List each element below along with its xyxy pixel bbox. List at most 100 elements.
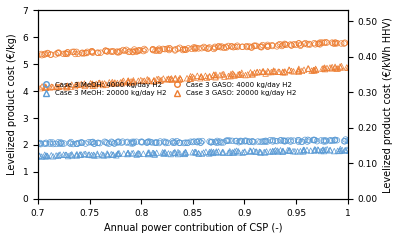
Case 3 GASO: 20000 kg/day H2: (0.907, 4.63): 20000 kg/day H2: (0.907, 4.63) <box>249 72 255 76</box>
Case 3 GASO: 20000 kg/day H2: (0.712, 4.14): 20000 kg/day H2: (0.712, 4.14) <box>47 85 53 89</box>
Case 3 MeOH: 20000 kg/day H2: (0.843, 1.72): 20000 kg/day H2: (0.843, 1.72) <box>182 150 188 154</box>
Case 3 MeOH: 20000 kg/day H2: (0.873, 1.76): 20000 kg/day H2: (0.873, 1.76) <box>213 150 220 153</box>
Case 3 MeOH: 20000 kg/day H2: (0.905, 1.79): 20000 kg/day H2: (0.905, 1.79) <box>247 149 253 153</box>
Case 3 GASO: 20000 kg/day H2: (0.803, 4.39): 20000 kg/day H2: (0.803, 4.39) <box>141 79 148 83</box>
Case 3 GASO: 20000 kg/day H2: (0.978, 4.88): 20000 kg/day H2: (0.978, 4.88) <box>322 66 328 70</box>
Case 3 MeOH: 4000 kg/day H2: (0.908, 2.13): 4000 kg/day H2: (0.908, 2.13) <box>249 139 256 143</box>
Case 3 GASO: 4000 kg/day H2: (0.933, 5.72): 4000 kg/day H2: (0.933, 5.72) <box>275 43 282 47</box>
Case 3 MeOH: 20000 kg/day H2: (0.713, 1.62): 20000 kg/day H2: (0.713, 1.62) <box>48 153 54 157</box>
Case 3 MeOH: 20000 kg/day H2: (0.773, 1.64): 20000 kg/day H2: (0.773, 1.64) <box>110 153 116 157</box>
Case 3 MeOH: 4000 kg/day H2: (0.766, 2.1): 4000 kg/day H2: (0.766, 2.1) <box>103 140 109 144</box>
Case 3 MeOH: 20000 kg/day H2: (0.943, 1.79): 20000 kg/day H2: (0.943, 1.79) <box>286 149 292 152</box>
Case 3 GASO: 4000 kg/day H2: (0.784, 5.5): 4000 kg/day H2: (0.784, 5.5) <box>122 49 128 53</box>
Case 3 MeOH: 20000 kg/day H2: (0.792, 1.7): 20000 kg/day H2: (0.792, 1.7) <box>130 151 136 155</box>
Case 3 GASO: 4000 kg/day H2: (0.792, 5.45): 4000 kg/day H2: (0.792, 5.45) <box>130 50 136 54</box>
Case 3 MeOH: 4000 kg/day H2: (0.72, 2.1): 4000 kg/day H2: (0.72, 2.1) <box>55 140 62 144</box>
Case 3 MeOH: 4000 kg/day H2: (0.743, 2.08): 4000 kg/day H2: (0.743, 2.08) <box>79 141 86 145</box>
Case 3 MeOH: 20000 kg/day H2: (0.836, 1.66): 20000 kg/day H2: (0.836, 1.66) <box>175 152 181 156</box>
Case 3 GASO: 20000 kg/day H2: (0.733, 4.24): 20000 kg/day H2: (0.733, 4.24) <box>68 83 75 87</box>
Case 3 MeOH: 20000 kg/day H2: (0.998, 1.8): 20000 kg/day H2: (0.998, 1.8) <box>342 149 349 152</box>
Case 3 GASO: 4000 kg/day H2: (0.989, 5.8): 4000 kg/day H2: (0.989, 5.8) <box>332 41 339 45</box>
Case 3 MeOH: 4000 kg/day H2: (0.843, 2.09): 4000 kg/day H2: (0.843, 2.09) <box>182 141 189 144</box>
Case 3 GASO: 20000 kg/day H2: (0.756, 4.27): 20000 kg/day H2: (0.756, 4.27) <box>93 82 99 86</box>
Case 3 GASO: 20000 kg/day H2: (0.721, 4.16): 20000 kg/day H2: (0.721, 4.16) <box>56 85 62 89</box>
Case 3 GASO: 20000 kg/day H2: (0.864, 4.5): 20000 kg/day H2: (0.864, 4.5) <box>204 76 210 79</box>
Case 3 MeOH: 4000 kg/day H2: (0.74, 2.08): 4000 kg/day H2: (0.74, 2.08) <box>76 141 82 145</box>
Case 3 MeOH: 4000 kg/day H2: (0.721, 2.04): 4000 kg/day H2: (0.721, 2.04) <box>56 142 63 146</box>
Case 3 MeOH: 20000 kg/day H2: (0.942, 1.81): 20000 kg/day H2: (0.942, 1.81) <box>285 148 291 152</box>
Case 3 MeOH: 4000 kg/day H2: (0.7, 2.08): 4000 kg/day H2: (0.7, 2.08) <box>34 141 41 145</box>
Case 3 MeOH: 20000 kg/day H2: (0.776, 1.62): 20000 kg/day H2: (0.776, 1.62) <box>113 153 120 157</box>
Case 3 MeOH: 20000 kg/day H2: (0.86, 1.72): 20000 kg/day H2: (0.86, 1.72) <box>200 151 207 155</box>
Case 3 GASO: 20000 kg/day H2: (0.838, 4.46): 20000 kg/day H2: (0.838, 4.46) <box>177 77 184 81</box>
Case 3 GASO: 20000 kg/day H2: (0.928, 4.72): 20000 kg/day H2: (0.928, 4.72) <box>270 70 276 74</box>
Case 3 GASO: 4000 kg/day H2: (0.745, 5.4): 4000 kg/day H2: (0.745, 5.4) <box>81 52 87 55</box>
Case 3 MeOH: 20000 kg/day H2: (0.859, 1.68): 20000 kg/day H2: (0.859, 1.68) <box>199 152 205 156</box>
Case 3 MeOH: 20000 kg/day H2: (0.9, 1.75): 20000 kg/day H2: (0.9, 1.75) <box>242 150 248 154</box>
Case 3 MeOH: 20000 kg/day H2: (0.783, 1.68): 20000 kg/day H2: (0.783, 1.68) <box>121 152 127 156</box>
Case 3 GASO: 4000 kg/day H2: (0.907, 5.62): 4000 kg/day H2: (0.907, 5.62) <box>249 46 255 49</box>
Case 3 MeOH: 4000 kg/day H2: (0.787, 2.12): 4000 kg/day H2: (0.787, 2.12) <box>124 140 131 144</box>
Case 3 GASO: 4000 kg/day H2: (0.828, 5.58): 4000 kg/day H2: (0.828, 5.58) <box>167 47 173 51</box>
Case 3 GASO: 20000 kg/day H2: (0.912, 4.71): 20000 kg/day H2: (0.912, 4.71) <box>254 70 260 74</box>
Case 3 GASO: 4000 kg/day H2: (0.846, 5.59): 4000 kg/day H2: (0.846, 5.59) <box>185 46 192 50</box>
Case 3 MeOH: 20000 kg/day H2: (0.875, 1.76): 20000 kg/day H2: (0.875, 1.76) <box>215 150 222 153</box>
Case 3 MeOH: 4000 kg/day H2: (0.939, 2.13): 4000 kg/day H2: (0.939, 2.13) <box>282 139 288 143</box>
Case 3 MeOH: 4000 kg/day H2: (0.751, 2.1): 4000 kg/day H2: (0.751, 2.1) <box>88 140 94 144</box>
Case 3 GASO: 20000 kg/day H2: (0.858, 4.55): 20000 kg/day H2: (0.858, 4.55) <box>198 74 204 78</box>
Case 3 MeOH: 4000 kg/day H2: (0.76, 2.07): 4000 kg/day H2: (0.76, 2.07) <box>96 141 103 145</box>
Case 3 MeOH: 4000 kg/day H2: (0.81, 2.09): 4000 kg/day H2: (0.81, 2.09) <box>149 140 155 144</box>
Case 3 GASO: 4000 kg/day H2: (0.704, 5.34): 4000 kg/day H2: (0.704, 5.34) <box>39 53 45 57</box>
Case 3 GASO: 20000 kg/day H2: (0.918, 4.72): 20000 kg/day H2: (0.918, 4.72) <box>260 70 266 74</box>
Case 3 GASO: 4000 kg/day H2: (0.859, 5.6): 4000 kg/day H2: (0.859, 5.6) <box>198 46 205 50</box>
Case 3 GASO: 20000 kg/day H2: (0.944, 4.78): 20000 kg/day H2: (0.944, 4.78) <box>286 68 293 72</box>
Case 3 MeOH: 4000 kg/day H2: (0.781, 2.08): 4000 kg/day H2: (0.781, 2.08) <box>118 141 125 145</box>
Case 3 GASO: 4000 kg/day H2: (0.866, 5.62): 4000 kg/day H2: (0.866, 5.62) <box>206 46 212 49</box>
Case 3 MeOH: 4000 kg/day H2: (0.703, 2.03): 4000 kg/day H2: (0.703, 2.03) <box>38 142 44 146</box>
Case 3 GASO: 4000 kg/day H2: (0.773, 5.48): 4000 kg/day H2: (0.773, 5.48) <box>110 49 116 53</box>
Case 3 MeOH: 20000 kg/day H2: (0.868, 1.76): 20000 kg/day H2: (0.868, 1.76) <box>208 150 214 153</box>
Case 3 GASO: 20000 kg/day H2: (0.88, 4.63): 20000 kg/day H2: (0.88, 4.63) <box>220 72 227 76</box>
Case 3 GASO: 4000 kg/day H2: (0.898, 5.65): 4000 kg/day H2: (0.898, 5.65) <box>239 45 245 49</box>
Case 3 MeOH: 20000 kg/day H2: (0.773, 1.64): 20000 kg/day H2: (0.773, 1.64) <box>110 153 116 157</box>
Case 3 GASO: 4000 kg/day H2: (0.707, 5.39): 4000 kg/day H2: (0.707, 5.39) <box>42 52 48 56</box>
Case 3 MeOH: 20000 kg/day H2: (0.92, 1.72): 20000 kg/day H2: (0.92, 1.72) <box>262 150 268 154</box>
Case 3 GASO: 20000 kg/day H2: (0.792, 4.35): 20000 kg/day H2: (0.792, 4.35) <box>130 80 136 84</box>
Case 3 GASO: 4000 kg/day H2: (0.793, 5.55): 4000 kg/day H2: (0.793, 5.55) <box>131 48 138 51</box>
Case 3 GASO: 4000 kg/day H2: (0.827, 5.6): 4000 kg/day H2: (0.827, 5.6) <box>166 46 172 50</box>
Case 3 GASO: 20000 kg/day H2: (0.858, 4.54): 20000 kg/day H2: (0.858, 4.54) <box>198 75 204 78</box>
Case 3 MeOH: 20000 kg/day H2: (0.898, 1.72): 20000 kg/day H2: (0.898, 1.72) <box>240 151 246 155</box>
Case 3 MeOH: 20000 kg/day H2: (0.791, 1.68): 20000 kg/day H2: (0.791, 1.68) <box>129 151 135 155</box>
Case 3 MeOH: 20000 kg/day H2: (0.798, 1.67): 20000 kg/day H2: (0.798, 1.67) <box>136 152 143 156</box>
Case 3 MeOH: 4000 kg/day H2: (0.901, 2.13): 4000 kg/day H2: (0.901, 2.13) <box>242 139 248 143</box>
Case 3 GASO: 4000 kg/day H2: (0.898, 5.65): 4000 kg/day H2: (0.898, 5.65) <box>240 45 246 49</box>
Case 3 MeOH: 4000 kg/day H2: (0.831, 2.08): 4000 kg/day H2: (0.831, 2.08) <box>170 141 176 145</box>
Case 3 GASO: 20000 kg/day H2: (0.946, 4.75): 20000 kg/day H2: (0.946, 4.75) <box>288 69 295 73</box>
Case 3 MeOH: 4000 kg/day H2: (0.8, 2.13): 4000 kg/day H2: (0.8, 2.13) <box>138 140 145 144</box>
Case 3 MeOH: 4000 kg/day H2: (0.805, 2.09): 4000 kg/day H2: (0.805, 2.09) <box>144 141 150 144</box>
Case 3 GASO: 4000 kg/day H2: (0.953, 5.78): 4000 kg/day H2: (0.953, 5.78) <box>296 42 302 45</box>
Case 3 MeOH: 20000 kg/day H2: (0.823, 1.73): 20000 kg/day H2: (0.823, 1.73) <box>162 150 168 154</box>
Case 3 GASO: 20000 kg/day H2: (0.788, 4.32): 20000 kg/day H2: (0.788, 4.32) <box>126 81 132 84</box>
Case 3 GASO: 4000 kg/day H2: (0.811, 5.55): 4000 kg/day H2: (0.811, 5.55) <box>150 48 156 51</box>
Case 3 MeOH: 20000 kg/day H2: (0.822, 1.69): 20000 kg/day H2: (0.822, 1.69) <box>161 151 167 155</box>
Case 3 MeOH: 4000 kg/day H2: (0.866, 2.13): 4000 kg/day H2: (0.866, 2.13) <box>206 140 213 144</box>
Case 3 GASO: 20000 kg/day H2: (0.848, 4.55): 20000 kg/day H2: (0.848, 4.55) <box>187 74 194 78</box>
Case 3 GASO: 4000 kg/day H2: (0.936, 5.68): 4000 kg/day H2: (0.936, 5.68) <box>279 44 285 48</box>
Case 3 GASO: 20000 kg/day H2: (0.704, 4.18): 20000 kg/day H2: (0.704, 4.18) <box>39 84 45 88</box>
Case 3 GASO: 4000 kg/day H2: (0.959, 5.79): 4000 kg/day H2: (0.959, 5.79) <box>302 41 308 45</box>
Case 3 GASO: 4000 kg/day H2: (0.988, 5.76): 4000 kg/day H2: (0.988, 5.76) <box>332 42 338 46</box>
Case 3 MeOH: 4000 kg/day H2: (0.731, 2.07): 4000 kg/day H2: (0.731, 2.07) <box>66 141 73 145</box>
Case 3 MeOH: 20000 kg/day H2: (0.719, 1.59): 20000 kg/day H2: (0.719, 1.59) <box>55 154 61 158</box>
Case 3 GASO: 20000 kg/day H2: (0.83, 4.42): 20000 kg/day H2: (0.83, 4.42) <box>169 78 175 82</box>
Case 3 GASO: 20000 kg/day H2: (0.962, 4.84): 20000 kg/day H2: (0.962, 4.84) <box>305 66 311 70</box>
Case 3 GASO: 20000 kg/day H2: (0.737, 4.24): 20000 kg/day H2: (0.737, 4.24) <box>73 83 80 87</box>
Case 3 GASO: 4000 kg/day H2: (0.709, 5.42): 4000 kg/day H2: (0.709, 5.42) <box>44 51 51 55</box>
Case 3 MeOH: 4000 kg/day H2: (0.856, 2.15): 4000 kg/day H2: (0.856, 2.15) <box>196 139 202 143</box>
Case 3 GASO: 4000 kg/day H2: (0.948, 5.75): 4000 kg/day H2: (0.948, 5.75) <box>291 42 297 46</box>
Case 3 MeOH: 4000 kg/day H2: (0.928, 2.18): 4000 kg/day H2: (0.928, 2.18) <box>270 138 276 142</box>
Case 3 GASO: 4000 kg/day H2: (0.767, 5.49): 4000 kg/day H2: (0.767, 5.49) <box>104 49 110 53</box>
Case 3 MeOH: 20000 kg/day H2: (0.935, 1.8): 20000 kg/day H2: (0.935, 1.8) <box>277 148 284 152</box>
Case 3 GASO: 4000 kg/day H2: (0.851, 5.63): 4000 kg/day H2: (0.851, 5.63) <box>191 45 197 49</box>
Case 3 MeOH: 4000 kg/day H2: (0.83, 2.13): 4000 kg/day H2: (0.83, 2.13) <box>169 139 176 143</box>
